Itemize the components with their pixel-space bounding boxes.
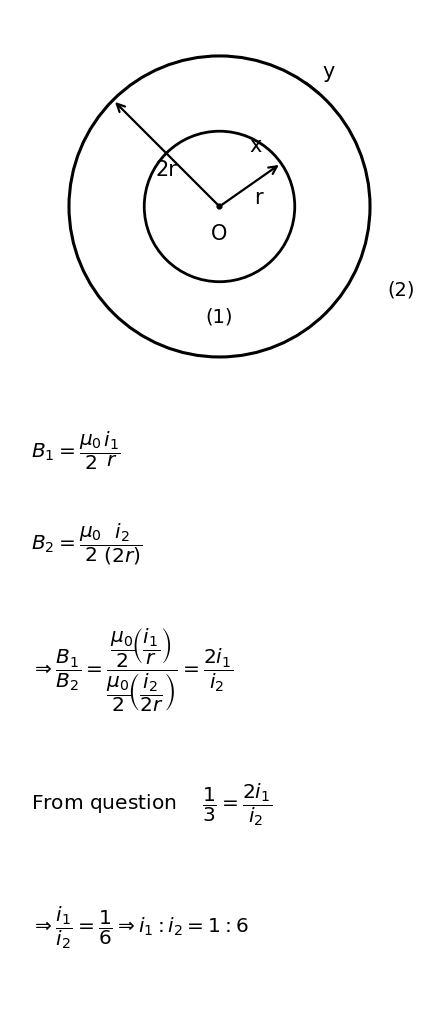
- Text: (1): (1): [205, 306, 233, 326]
- Text: y: y: [322, 63, 334, 82]
- Text: $B_2 = \dfrac{\mu_0}{2}\dfrac{i_2}{(2r)}$: $B_2 = \dfrac{\mu_0}{2}\dfrac{i_2}{(2r)}…: [31, 522, 142, 567]
- Text: r: r: [254, 188, 262, 208]
- Text: (2): (2): [387, 280, 414, 299]
- Text: $B_1 = \dfrac{\mu_0}{2}\dfrac{i_1}{r}$: $B_1 = \dfrac{\mu_0}{2}\dfrac{i_1}{r}$: [31, 429, 120, 471]
- Text: $\Rightarrow \dfrac{B_1}{B_2} = \dfrac{\dfrac{\mu_0}{2}\!\left(\dfrac{i_1}{r}\ri: $\Rightarrow \dfrac{B_1}{B_2} = \dfrac{\…: [31, 626, 232, 714]
- Text: $\Rightarrow \dfrac{i_1}{i_2} = \dfrac{1}{6} \Rightarrow i_1 : i_2 = 1 : 6$: $\Rightarrow \dfrac{i_1}{i_2} = \dfrac{1…: [31, 903, 247, 949]
- Text: 2r: 2r: [155, 160, 177, 180]
- Text: x: x: [249, 135, 261, 156]
- Text: From question $\quad \dfrac{1}{3} = \dfrac{2i_1}{i_2}$: From question $\quad \dfrac{1}{3} = \dfr…: [31, 780, 271, 828]
- Text: O: O: [211, 223, 227, 244]
